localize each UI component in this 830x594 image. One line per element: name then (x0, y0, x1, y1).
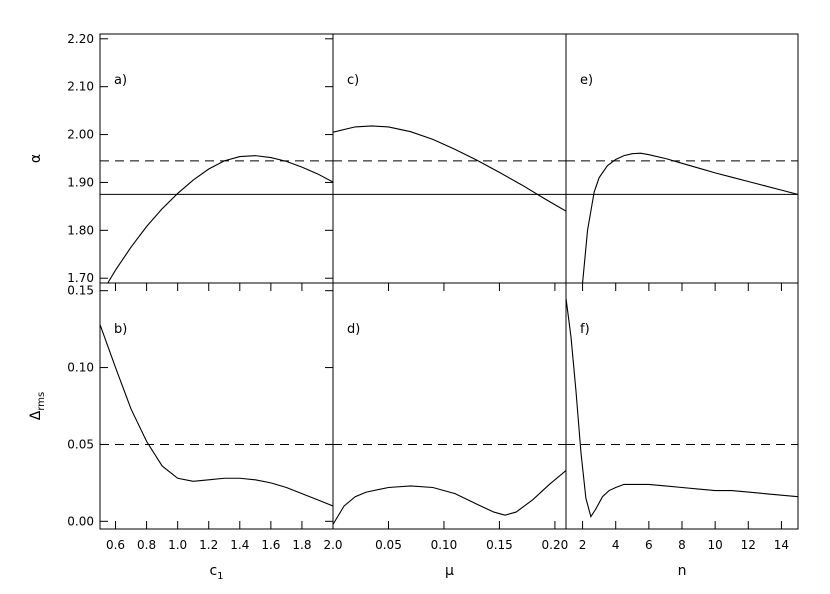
panel-c: c) (332, 33, 567, 284)
x-tick-label: 2 (579, 538, 587, 552)
x-tick-label: 12 (741, 538, 756, 552)
x-tick-label: 1.4 (230, 538, 249, 552)
series-line (333, 470, 566, 525)
y-tick-label: 0.05 (67, 437, 94, 451)
panel-d: d) 0.05 0.10 0.15 0.20 μ (332, 282, 569, 579)
panel-label: c) (347, 73, 359, 88)
x-tick-label: 14 (774, 538, 789, 552)
panel-frame (565, 33, 799, 284)
x-tick-label: 6 (645, 538, 653, 552)
x-tick-label: 0.15 (486, 538, 513, 552)
y-tick-label: 1.90 (67, 175, 94, 189)
x-axis-label-subscript: 1 (217, 571, 223, 582)
y-tick-label: 0.00 (67, 514, 94, 528)
panel-frame (332, 33, 567, 284)
x-tick-label: 4 (612, 538, 620, 552)
y-tick-label: 2.20 (67, 32, 94, 46)
panel-f: f) 2 4 6 8 10 12 14 n (565, 282, 799, 579)
panel-label: d) (347, 322, 360, 337)
panel-label: b) (114, 322, 127, 337)
series-line (107, 155, 333, 283)
y-tick-label: 2.10 (67, 80, 94, 94)
x-tick-label: 0.8 (137, 538, 156, 552)
x-tick-label: 8 (678, 538, 686, 552)
series-line (100, 324, 333, 507)
x-axis-label: μ (445, 563, 454, 579)
series-line (582, 152, 798, 283)
y-axis-label-subscript: rms (36, 392, 47, 411)
y-tick-label: 0.15 (67, 284, 94, 298)
series-line (333, 125, 566, 212)
y-tick-label: 1.70 (67, 271, 94, 285)
y-tick-label: 0.10 (67, 361, 94, 375)
panel-frame (565, 282, 799, 530)
x-axis-label: n (678, 563, 687, 579)
series-line (566, 298, 798, 519)
panel-label: f) (580, 322, 590, 337)
x-tick-label: 0.20 (542, 538, 569, 552)
x-tick-label: 2.0 (323, 538, 342, 552)
y-tick-label: 2.00 (67, 128, 94, 142)
panel-label: a) (114, 73, 127, 88)
panel-b: b) 0.00 0.05 0.10 0.15 0.6 0.8 1.0 1.2 1.4 1.6 1.8 2… (28, 282, 343, 582)
x-tick-label: 1.0 (168, 538, 187, 552)
panel-label: e) (580, 73, 593, 88)
x-tick-label: 0.05 (375, 538, 402, 552)
x-tick-label: 0.10 (431, 538, 458, 552)
x-tick-label: 1.8 (292, 538, 311, 552)
x-tick-label: 10 (708, 538, 723, 552)
panel-frame (99, 33, 334, 284)
panel-a: a) 1.70 1.80 1.90 2.00 2.10 2.20 α (28, 32, 334, 285)
x-tick-label: 0.6 (106, 538, 125, 552)
x-tick-label: 1.2 (199, 538, 218, 552)
panel-e: e) (565, 33, 799, 284)
x-axis-label: c1 (209, 563, 223, 582)
x-tick-label: 1.6 (261, 538, 280, 552)
y-tick-label: 1.80 (67, 223, 94, 237)
y-axis-label: Δrms (28, 392, 47, 420)
y-axis-label: α (28, 154, 44, 163)
